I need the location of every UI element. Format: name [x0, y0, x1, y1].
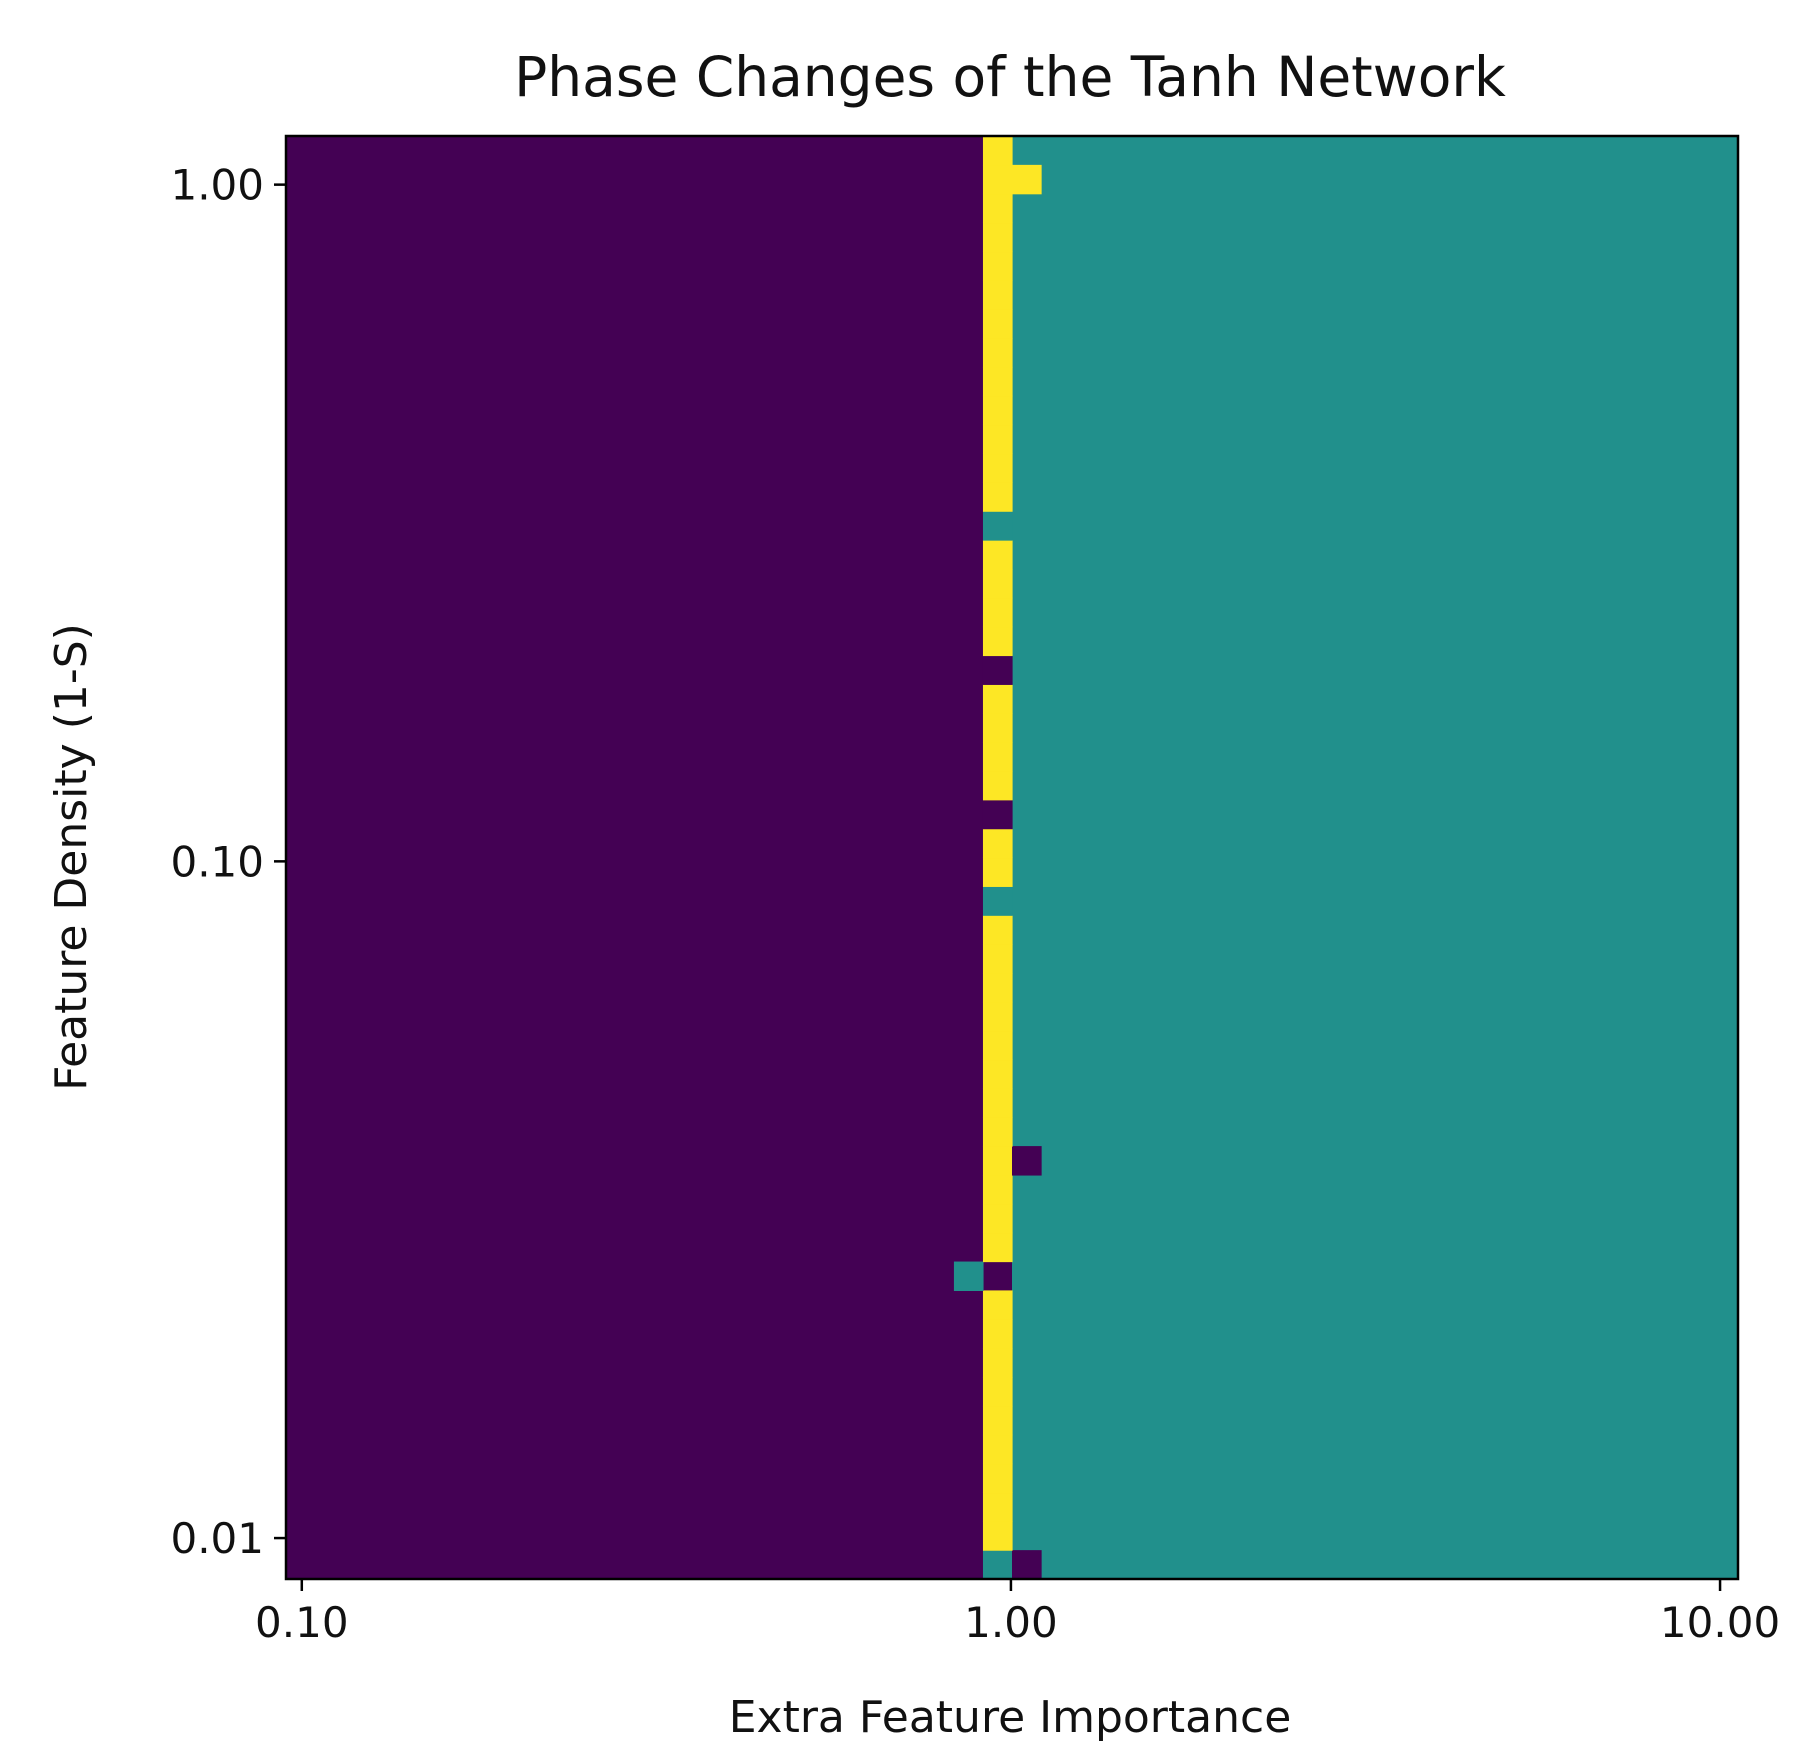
heatmap-cell	[982, 280, 1013, 310]
heatmap-cell	[982, 540, 1013, 570]
heatmap-cell	[953, 1261, 984, 1291]
heatmap-cell	[982, 338, 1013, 368]
region-left	[286, 136, 1012, 1579]
heatmap-cell	[982, 1290, 1013, 1320]
heatmap-cell	[982, 799, 1013, 830]
heatmap-cell	[982, 1088, 1013, 1118]
heatmap-cell	[982, 366, 1013, 397]
heatmap-cell	[982, 1030, 1013, 1061]
region-right	[1012, 136, 1738, 1579]
heatmap-cell	[982, 222, 1013, 253]
heatmap-cell	[982, 568, 1013, 599]
heatmap-cell	[982, 1492, 1013, 1522]
chart-title: Phase Changes of the Tanh Network	[514, 45, 1506, 109]
heatmap-cell	[982, 453, 1013, 483]
heatmap-cell	[982, 1001, 1013, 1032]
heatmap-cell	[982, 770, 1013, 801]
heatmap-cell	[982, 395, 1013, 426]
y-tick-label: 0.10	[170, 837, 264, 886]
heatmap-cell	[982, 193, 1013, 224]
heatmap-cell	[982, 251, 1013, 281]
x-tick-label: 1.00	[964, 1598, 1058, 1647]
x-axis-ticks: 0.10 1.00 10.00	[255, 1579, 1780, 1647]
heatmap-cell	[982, 1203, 1013, 1234]
heatmap-cell	[982, 1117, 1013, 1147]
heatmap-cell	[982, 136, 1013, 166]
heatmap-cell	[982, 857, 1013, 887]
y-tick-label: 0.01	[170, 1514, 264, 1563]
heatmap-cells	[286, 136, 1738, 1580]
heatmap-cell	[982, 482, 1013, 512]
x-tick-label: 0.10	[255, 1598, 349, 1647]
heatmap-cell	[982, 1405, 1013, 1436]
heatmap-cell	[982, 684, 1013, 714]
heatmap-cell	[982, 713, 1013, 743]
heatmap-cell	[982, 1232, 1013, 1263]
heatmap-cell	[982, 1059, 1013, 1089]
heatmap-cell	[982, 1146, 1013, 1176]
heatmap-cell	[982, 1376, 1013, 1407]
heatmap-cell	[1012, 1146, 1042, 1176]
heatmap-cell	[982, 655, 1013, 685]
heatmap-cell	[982, 309, 1013, 339]
heatmap-cell	[982, 1463, 1013, 1494]
heatmap-cell	[982, 1348, 1013, 1378]
heatmap-cell	[982, 164, 1013, 195]
heatmap-cell	[982, 511, 1013, 541]
x-axis-label: Extra Feature Importance	[729, 1692, 1292, 1743]
heatmap-cell	[982, 886, 1013, 916]
y-tick-label: 1.00	[170, 161, 264, 210]
heatmap-cell	[982, 742, 1013, 772]
heatmap-cell	[1012, 164, 1042, 195]
heatmap-cell	[982, 915, 1013, 945]
heatmap-cell	[982, 828, 1013, 859]
heatmap-cell	[982, 1319, 1013, 1349]
y-axis-label: Feature Density (1-S)	[46, 623, 97, 1091]
x-tick-label: 10.00	[1660, 1598, 1780, 1647]
heatmap-cell	[982, 1434, 1013, 1465]
heatmap-cell	[982, 944, 1013, 974]
heatmap-cell	[982, 1550, 1013, 1580]
y-axis-ticks: 1.00 0.10 0.01	[170, 161, 286, 1563]
heatmap-cell	[982, 1174, 1013, 1205]
heatmap-cell	[982, 424, 1013, 455]
heatmap-cell	[982, 1521, 1013, 1551]
heatmap-cell	[982, 597, 1013, 628]
heatmap-cell	[982, 626, 1013, 657]
heatmap-cell	[982, 972, 1013, 1003]
heatmap-cell	[1012, 1550, 1042, 1580]
